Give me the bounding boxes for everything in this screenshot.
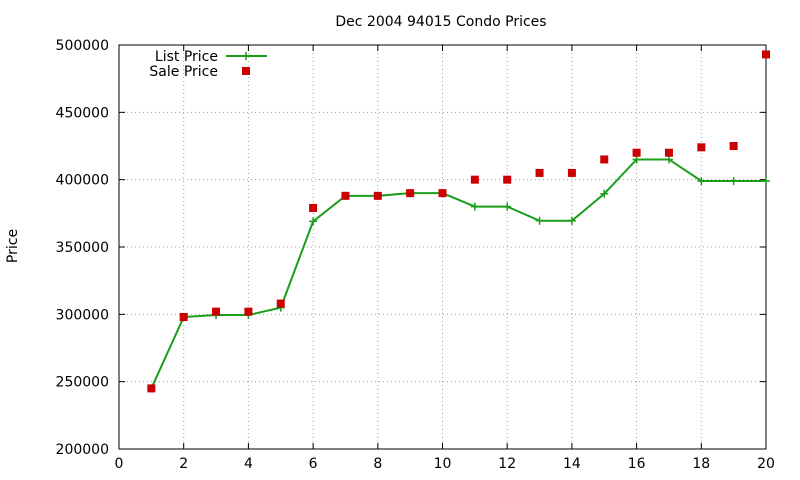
sale-price-point — [762, 50, 770, 59]
x-tick-label: 10 — [434, 456, 452, 472]
list-price-point — [664, 155, 673, 164]
list-price-point — [697, 177, 706, 186]
y-tick-label: 400000 — [56, 173, 109, 189]
x-tick-label: 12 — [498, 456, 516, 472]
list-price-point — [600, 189, 609, 198]
y-tick-label: 250000 — [56, 375, 109, 391]
legend-label-sale-price: Sale Price — [149, 64, 218, 80]
x-tick-label: 2 — [179, 456, 188, 472]
list-price-point — [762, 177, 770, 186]
series-sale-price — [147, 50, 770, 393]
sale-price-point — [697, 143, 706, 152]
x-tick-label: 14 — [563, 456, 581, 472]
chart-title: Dec 2004 94015 Condo Prices — [335, 14, 546, 30]
sale-price-point — [147, 384, 156, 393]
sale-price-point — [632, 148, 641, 157]
sale-price-point — [309, 203, 318, 212]
sale-price-point — [600, 155, 609, 164]
grid — [119, 45, 766, 449]
sale-price-point — [567, 168, 576, 177]
axes — [118, 44, 767, 450]
x-tick-label: 0 — [115, 456, 124, 472]
list-price-point — [729, 177, 738, 186]
sale-price-point — [503, 175, 512, 184]
sale-price-point — [244, 307, 253, 316]
sale-price-point — [535, 168, 544, 177]
sale-price-point — [179, 313, 188, 322]
x-tick-label: 18 — [692, 456, 710, 472]
sale-price-point — [276, 299, 285, 308]
legend-marker-list-price — [242, 52, 250, 60]
sale-price-point — [373, 191, 382, 200]
list-price-point — [503, 202, 512, 211]
y-tick-label: 200000 — [56, 442, 109, 458]
sale-price-point — [406, 189, 415, 198]
list-price-point — [535, 216, 544, 225]
y-tick-label: 300000 — [56, 307, 109, 323]
sale-price-point — [470, 175, 479, 184]
y-tick-label: 500000 — [56, 38, 109, 54]
legend-marker-sale-price — [242, 67, 250, 75]
sale-price-point — [438, 189, 447, 198]
x-tick-label: 16 — [628, 456, 646, 472]
y-axis-label: Price — [5, 229, 21, 263]
list-price-point — [567, 216, 576, 225]
sale-price-point — [212, 307, 221, 316]
y-tick-label: 450000 — [56, 105, 109, 121]
sale-price-point — [664, 148, 673, 157]
x-tick-label: 8 — [373, 456, 382, 472]
tick-labels: 0 2 4 6 8 10 12 14 16 18 20 200000 250000 300000 35000… — [56, 38, 775, 472]
x-tick-label: 4 — [244, 456, 253, 472]
x-tick-label: 20 — [757, 456, 775, 472]
sale-price-point — [341, 191, 350, 200]
list-price-point — [470, 202, 479, 211]
x-tick-label: 6 — [309, 456, 318, 472]
legend-label-list-price: List Price — [155, 49, 218, 65]
sale-price-point — [729, 142, 738, 150]
list-price-point — [632, 155, 641, 164]
list-price-line — [150, 158, 766, 389]
series — [147, 50, 770, 393]
y-tick-label: 350000 — [56, 240, 109, 256]
list-price-point — [309, 217, 318, 226]
